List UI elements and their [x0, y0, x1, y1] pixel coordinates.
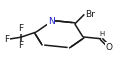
Text: F: F — [18, 24, 23, 33]
Text: F: F — [18, 41, 23, 50]
Text: N: N — [48, 17, 55, 26]
Text: F: F — [4, 35, 9, 44]
Text: H: H — [99, 31, 105, 37]
Text: O: O — [106, 43, 113, 52]
Text: Br: Br — [86, 10, 95, 18]
